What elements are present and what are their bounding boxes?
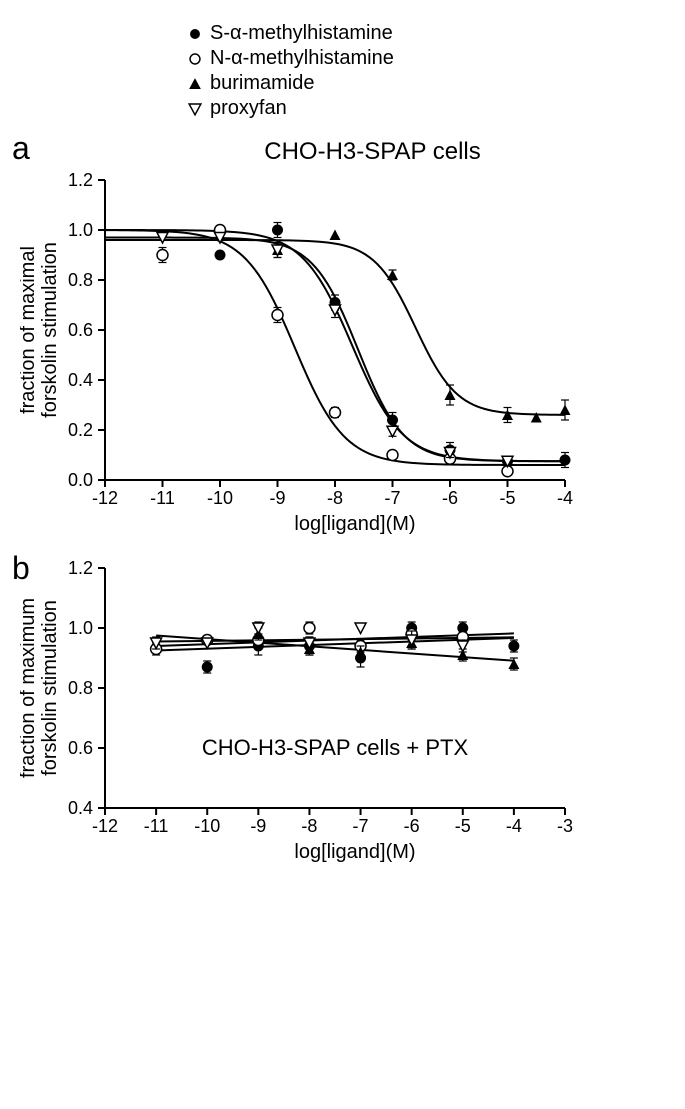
figure: S-α-methylhistamineN-α-methylhistaminebu…: [20, 22, 665, 868]
svg-text:-10: -10: [194, 816, 220, 836]
svg-text:fraction of maximal: fraction of maximal: [20, 246, 39, 414]
legend-label: proxyfan: [210, 97, 287, 120]
legend-item: burimamide: [180, 72, 665, 95]
svg-text:-8: -8: [327, 488, 343, 508]
svg-text:1.0: 1.0: [68, 618, 93, 638]
legend-item: S-α-methylhistamine: [180, 22, 665, 45]
svg-text:-5: -5: [499, 488, 515, 508]
svg-text:forskolin stimulation: forskolin stimulation: [39, 600, 61, 776]
svg-text:0.6: 0.6: [68, 738, 93, 758]
svg-text:1.2: 1.2: [68, 558, 93, 578]
svg-text:-3: -3: [557, 816, 573, 836]
open-triangle-down-icon: [180, 100, 210, 118]
svg-text:0.4: 0.4: [68, 798, 93, 818]
legend: S-α-methylhistamineN-α-methylhistaminebu…: [180, 22, 665, 120]
legend-label: S-α-methylhistamine: [210, 22, 393, 45]
svg-text:-6: -6: [442, 488, 458, 508]
svg-text:0.0: 0.0: [68, 470, 93, 490]
svg-text:-7: -7: [353, 816, 369, 836]
svg-text:-6: -6: [404, 816, 420, 836]
svg-text:-9: -9: [250, 816, 266, 836]
svg-text:-12: -12: [92, 488, 118, 508]
chart-a: -12 -11 -10 -9 -8 -7 -6 -5 -4 log[ligand](M) 0.0 0.…: [20, 170, 580, 540]
open-circle-icon: [180, 50, 210, 68]
panel-a-label: a: [12, 130, 30, 167]
panel-a-title: CHO-H3-SPAP cells: [80, 138, 665, 166]
svg-text:0.6: 0.6: [68, 320, 93, 340]
svg-text:0.2: 0.2: [68, 420, 93, 440]
svg-text:-11: -11: [144, 816, 169, 836]
svg-text:-4: -4: [557, 488, 573, 508]
svg-text:-8: -8: [301, 816, 317, 836]
svg-text:-4: -4: [506, 816, 522, 836]
svg-text:-5: -5: [455, 816, 471, 836]
svg-text:log[ligand](M): log[ligand](M): [294, 513, 415, 535]
legend-item: N-α-methylhistamine: [180, 47, 665, 70]
panel-a: a CHO-H3-SPAP cells -12-11-10-9-8-7-6-5-…: [20, 138, 665, 540]
panel-b-label: b: [12, 550, 30, 587]
svg-text:1.2: 1.2: [68, 170, 93, 190]
legend-label: N-α-methylhistamine: [210, 47, 394, 70]
svg-text:forskolin stimulation: forskolin stimulation: [39, 242, 61, 418]
panel-b: b -12-11-10-9-8-7-6-5-4-3log[ligand](M)0…: [20, 558, 665, 868]
svg-text:-9: -9: [269, 488, 285, 508]
panel-b-inset-title: CHO-H3-SPAP cells + PTX: [202, 735, 469, 760]
svg-text:1.0: 1.0: [68, 220, 93, 240]
legend-item: proxyfan: [180, 97, 665, 120]
svg-text:fraction of maximum: fraction of maximum: [20, 598, 39, 778]
legend-label: burimamide: [210, 72, 314, 95]
filled-circle-icon: [180, 25, 210, 43]
chart-b: -12 -11 -10 -9 -8 -7 -6 -5 -4 -3 log[ligand](M) 0.4…: [20, 558, 580, 868]
svg-text:-11: -11: [150, 488, 175, 508]
svg-text:log[ligand](M): log[ligand](M): [294, 841, 415, 863]
svg-text:0.4: 0.4: [68, 370, 93, 390]
svg-text:0.8: 0.8: [68, 678, 93, 698]
filled-triangle-icon: [180, 75, 210, 93]
svg-text:0.8: 0.8: [68, 270, 93, 290]
svg-text:-7: -7: [384, 488, 400, 508]
svg-text:-10: -10: [207, 488, 233, 508]
svg-text:-12: -12: [92, 816, 118, 836]
